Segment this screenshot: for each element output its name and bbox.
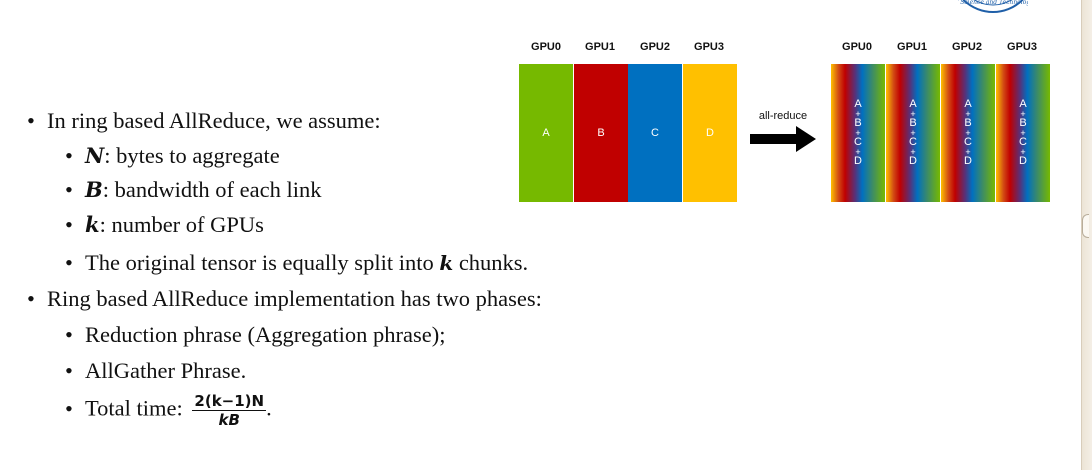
sym-plus: + — [1020, 147, 1026, 157]
total-suffix: . — [266, 395, 272, 421]
gpu1-chunk-block: B — [574, 64, 628, 202]
gpu2-chunk-block: C — [628, 64, 682, 202]
gpu0-label-after: GPU0 — [842, 41, 872, 53]
bullet-phase2: • AllGather Phrase. — [65, 358, 247, 383]
sym-d: D — [1019, 155, 1027, 167]
fraction-numerator: 2(k−1)N — [192, 392, 267, 411]
sym-plus: + — [855, 128, 861, 138]
gpu1-label-after: GPU1 — [897, 41, 927, 53]
sym-plus: + — [965, 147, 971, 157]
sym-b: B — [964, 117, 972, 129]
total-time-fraction: 2(k−1)N kB — [192, 392, 267, 429]
sym-d: D — [909, 155, 917, 167]
scroll-handle[interactable] — [1082, 214, 1089, 238]
sym-c: C — [964, 136, 972, 148]
gpu1-label-before: GPU1 — [585, 41, 615, 53]
bullet-n: • N: bytes to aggregate — [65, 143, 280, 168]
chunk-c-label: C — [651, 127, 659, 139]
phase1-text: Reduction phrase (Aggregation phrase); — [85, 322, 446, 347]
sym-c: C — [909, 136, 917, 148]
symbol-b: B — [85, 177, 103, 202]
chunk-b-label: B — [597, 127, 605, 139]
university-logo: of Science and Technology — [958, 0, 1028, 13]
gpu0-label-before: GPU0 — [531, 41, 561, 53]
gpu3-chunk-block: D — [683, 64, 737, 202]
fraction-denominator: kB — [218, 411, 240, 429]
sym-plus: + — [965, 109, 971, 119]
chunk-d-label: D — [706, 127, 714, 139]
phases-intro-text: Ring based AllReduce implementation has … — [47, 286, 542, 311]
bullet-b: • B: bandwidth of each link — [65, 177, 322, 202]
sym-d: D — [854, 155, 862, 167]
b-text: : bandwidth of each link — [102, 177, 322, 202]
all-reduce-arrow-icon — [750, 126, 816, 152]
total-prefix: Total time: — [85, 395, 189, 421]
sym-plus: + — [965, 128, 971, 138]
gpu0-reduced-block: A + B + C + D — [831, 64, 885, 202]
sym-plus: + — [910, 109, 916, 119]
sym-plus: + — [910, 147, 916, 157]
sym-d: D — [964, 155, 972, 167]
bullet-total: • Total time: 2(k−1)N kB. — [65, 392, 272, 429]
gpu1-reduced-block: A + B + C + D — [886, 64, 940, 202]
split-post: chunks. — [453, 250, 529, 275]
k-text: : number of GPUs — [99, 212, 264, 237]
gpu3-label-after: GPU3 — [1007, 41, 1037, 53]
gpu3-reduced-block: A + B + C + D — [996, 64, 1050, 202]
intro-text: In ring based AllReduce, we assume: — [47, 108, 381, 133]
sym-a: A — [854, 98, 862, 110]
sym-c: C — [854, 136, 862, 148]
all-reduce-label: all-reduce — [758, 110, 808, 122]
bullet-k: • k: number of GPUs — [65, 212, 264, 237]
window-edge — [1081, 0, 1092, 470]
symbol-k: k — [85, 212, 100, 237]
gpu2-label-after: GPU2 — [952, 41, 982, 53]
phase2-text: AllGather Phrase. — [85, 358, 247, 383]
n-text: : bytes to aggregate — [104, 143, 280, 168]
sym-c: C — [1019, 136, 1027, 148]
chunk-a-label: A — [542, 127, 550, 139]
bullet-intro: • In ring based AllReduce, we assume: — [27, 108, 381, 133]
sym-plus: + — [855, 147, 861, 157]
symbol-n: N — [85, 143, 105, 168]
gpu3-label-before: GPU3 — [694, 41, 724, 53]
sym-plus: + — [1020, 109, 1026, 119]
svg-text:of Science and Technology: of Science and Technology — [958, 0, 1028, 6]
sym-plus: + — [910, 128, 916, 138]
sym-b: B — [909, 117, 917, 129]
bullet-phase1: • Reduction phrase (Aggregation phrase); — [65, 322, 446, 347]
sym-a: A — [964, 98, 972, 110]
gpu0-chunk-block: A — [519, 64, 573, 202]
sym-plus: + — [855, 109, 861, 119]
bullet-split: • The original tensor is equally split in… — [65, 250, 529, 275]
sym-a: A — [909, 98, 917, 110]
split-symbol: k — [439, 251, 454, 275]
sym-a: A — [1019, 98, 1027, 110]
split-pre: The original tensor is equally split int… — [85, 250, 440, 275]
bullet-phases: • Ring based AllReduce implementation has… — [27, 286, 542, 311]
gpu2-label-before: GPU2 — [640, 41, 670, 53]
sym-b: B — [854, 117, 862, 129]
gpu2-reduced-block: A + B + C + D — [941, 64, 995, 202]
sym-b: B — [1019, 117, 1027, 129]
sym-plus: + — [1020, 128, 1026, 138]
